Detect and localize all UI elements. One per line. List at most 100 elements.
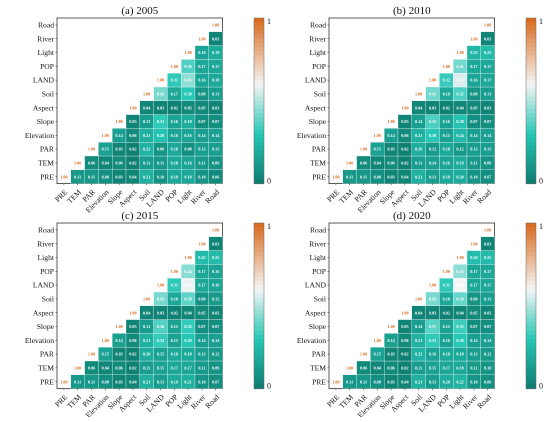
y-tick-label: Aspect — [33, 103, 55, 112]
cell-value-label: 0.15 — [171, 324, 178, 329]
cell-value-label: 0.18 — [443, 174, 450, 179]
cell-value-label: 0.17 — [171, 366, 178, 371]
cell-value-label: 0.11 — [198, 161, 205, 166]
cell-value-label: 0.06 — [88, 161, 95, 166]
colorbar-step — [254, 372, 264, 377]
cell-value-label: 0.16 — [184, 133, 191, 138]
diagonal-label: 1.00 — [115, 119, 122, 124]
cell-value-label: 0.19 — [171, 379, 178, 384]
cell-value-label: 0.12 — [484, 352, 491, 357]
diagonal-label: 1.00 — [429, 283, 436, 288]
colorbar-step — [254, 22, 264, 27]
colorbar-step — [526, 359, 536, 365]
colorbar-step — [526, 171, 536, 176]
cell-value-label: 0.09 — [212, 161, 219, 166]
y-tick-label: TEM — [38, 159, 54, 168]
cell-value-label: 0.05 — [198, 105, 205, 110]
cell-value-label: 0.02 — [443, 310, 450, 315]
colorbar-step — [526, 138, 536, 143]
cell-value-label: 0.03 — [115, 174, 122, 179]
cell-value-label: 0.22 — [143, 147, 150, 152]
y-tick-label: Soil — [314, 295, 326, 304]
cell-value-label: 0.02 — [443, 105, 450, 110]
cell-value-label: 0.17 — [484, 269, 491, 274]
y-tick-label: Elevation — [297, 131, 326, 140]
colorbar-step — [526, 96, 536, 102]
cell-value-label: 0.10 — [470, 174, 477, 179]
cell-value-label: 0.20 — [456, 174, 463, 179]
cell-value-label: 0.16 — [470, 78, 477, 83]
cell-value-label: 0.05 — [184, 105, 191, 110]
cell-value-label: 0.13 — [470, 352, 477, 357]
y-tick-label: Slope — [309, 322, 327, 331]
colorbar-step — [526, 175, 536, 180]
diagonal-label: 1.00 — [443, 64, 450, 69]
colorbar-step — [526, 42, 536, 48]
cell-value-label: 0.02 — [401, 352, 408, 357]
colorbar-step — [254, 158, 264, 164]
cell-value-label: 0.16 — [198, 50, 205, 55]
cell-value-label: 0.41 — [456, 64, 463, 69]
cell-value-label: 0.16 — [171, 133, 178, 138]
colorbar-step — [254, 384, 264, 390]
cell-value-label: 0.15 — [374, 352, 381, 357]
colorbar-step — [526, 150, 536, 156]
cell-value-label: 0.10 — [157, 174, 164, 179]
colorbar-step — [526, 251, 536, 257]
cell-value-label: 0.16 — [198, 78, 205, 83]
cell-value-label: 0.03 — [212, 36, 219, 41]
y-tick-label: Light — [310, 253, 327, 262]
colorbar-frame — [253, 17, 265, 184]
colorbar-step — [254, 80, 264, 85]
cell-value-label: 0.08 — [374, 174, 381, 179]
cell-value-label: 0.14 — [212, 338, 220, 343]
diagonal-label: 1.00 — [456, 255, 463, 260]
cell-value-label: 0.31 — [443, 283, 450, 288]
cell-value-label: 0.29 — [184, 338, 191, 343]
colorbar-step — [526, 71, 536, 77]
cell-value-label: 0.06 — [212, 174, 219, 179]
cell-value-label: 0.14 — [415, 119, 423, 124]
diagonal-label: 1.00 — [484, 23, 491, 28]
cell-value-label: 0.06 — [129, 338, 136, 343]
cell-value-label: 0.21 — [143, 338, 150, 343]
cell-value-label: 0.17 — [484, 78, 491, 83]
cell-value-label: 0.17 — [470, 269, 477, 274]
cell-value-label: 0.03 — [212, 241, 219, 246]
diagonal-label: 1.00 — [374, 133, 381, 138]
cell-value-label: 0.07 — [470, 324, 477, 329]
cell-value-label: 0.12 — [212, 352, 219, 357]
cell-value-label: 0.09 — [157, 147, 164, 152]
colorbar-step — [254, 51, 264, 56]
y-tick-label: PRE — [40, 377, 54, 386]
cell-value-label: 0.03 — [115, 379, 122, 384]
cell-value-label: 0.25 — [198, 255, 205, 260]
colorbar-step — [254, 167, 264, 172]
cell-value-label: 0.16 — [171, 119, 178, 124]
y-tick-label: Elevation — [25, 131, 54, 140]
colorbar-step — [254, 285, 264, 290]
cell-value-label: 0.14 — [484, 338, 492, 343]
cell-value-label: 0.02 — [171, 105, 178, 110]
colorbar-step — [526, 376, 536, 381]
y-tick-label: LAND — [33, 281, 55, 290]
y-tick-label: LAND — [305, 76, 327, 85]
cell-value-label: 0.16 — [443, 119, 450, 124]
colorbar-step — [526, 22, 536, 27]
cell-value-label: 0.32 — [157, 338, 164, 343]
cell-value-label: 0.31 — [157, 119, 164, 124]
cell-value-label: 0.45 — [456, 269, 463, 274]
cell-value-label: 0.14 — [115, 338, 123, 343]
cell-value-label: 0.18 — [212, 78, 219, 83]
cell-value-label: 0.02 — [401, 147, 408, 152]
cell-value-label: 0.03 — [429, 310, 436, 315]
heatmap-panel-2: (c) 2015 0.11 0.11 0.06 0.08 0.04 0.15 0.03 0.06… — [25, 210, 271, 420]
colorbar-step — [254, 272, 264, 278]
cell-value-label: 0.15 — [102, 147, 109, 152]
y-tick-label: Aspect — [33, 308, 55, 317]
heatmap-cell — [480, 31, 495, 46]
colorbar-step — [254, 376, 264, 381]
cell-value-label: 0.17 — [184, 366, 191, 371]
cell-value-label: 0.04 — [374, 366, 382, 371]
cell-value-label: 0.13 — [157, 379, 164, 384]
